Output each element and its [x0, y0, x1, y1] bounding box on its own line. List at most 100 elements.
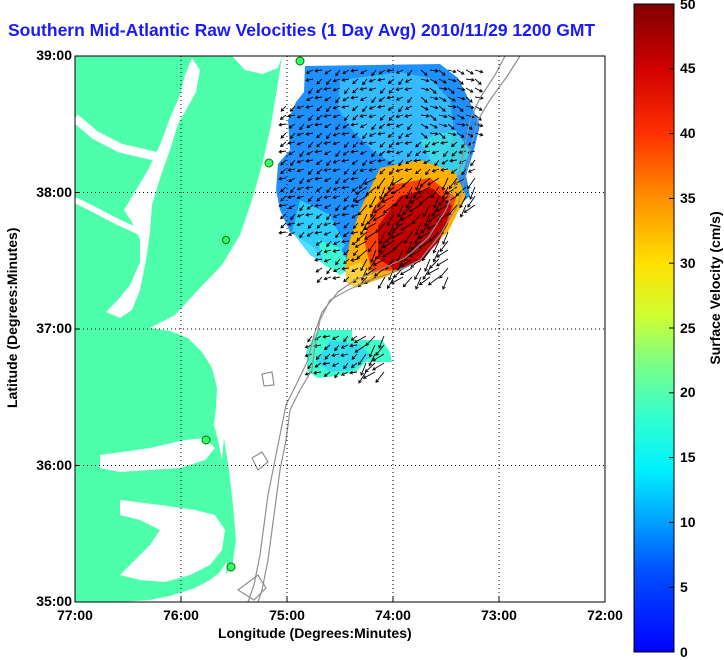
- velocity-arrowhead: [398, 162, 402, 167]
- velocity-vector: [425, 141, 431, 148]
- velocity-vector: [352, 114, 359, 121]
- velocity-arrowhead: [288, 232, 292, 236]
- velocity-arrowhead: [395, 114, 400, 119]
- velocity-vector: [369, 159, 377, 164]
- velocity-vector: [316, 105, 323, 112]
- velocity-vector: [335, 150, 341, 157]
- velocity-arrowhead: [296, 214, 301, 218]
- velocity-arrowhead: [287, 222, 292, 226]
- velocity-arrowhead: [436, 262, 440, 267]
- velocity-vector: [447, 69, 456, 73]
- velocity-vector: [297, 141, 305, 145]
- velocity-vector: [297, 159, 305, 163]
- velocity-vector: [315, 69, 323, 72]
- velocity-arrowhead: [361, 222, 365, 227]
- velocity-arrowhead: [442, 79, 447, 84]
- velocity-vector: [365, 267, 377, 276]
- velocity-vector: [351, 240, 359, 246]
- velocity-arrowhead: [341, 239, 345, 244]
- velocity-vector: [352, 168, 359, 175]
- velocity-arrowhead: [415, 285, 419, 290]
- velocity-arrowhead: [324, 178, 328, 182]
- velocity-vector: [447, 87, 455, 94]
- velocity-vector: [297, 105, 305, 109]
- velocity-arrowhead: [422, 276, 427, 280]
- velocity-vector: [371, 123, 377, 130]
- velocity-arrowhead: [278, 149, 282, 154]
- velocity-vector: [406, 240, 413, 254]
- velocity-arrowhead: [439, 275, 443, 279]
- velocity-vector: [326, 105, 332, 112]
- velocity-arrowhead: [469, 196, 473, 200]
- velocity-vector: [420, 87, 429, 91]
- velocity-arrowhead: [377, 203, 381, 208]
- velocity-vector: [459, 195, 467, 208]
- velocity-vector: [380, 87, 386, 94]
- velocity-vector: [451, 141, 458, 147]
- velocity-vector: [333, 276, 341, 279]
- velocity-vector: [343, 222, 350, 229]
- velocity-vector: [377, 177, 386, 189]
- velocity-vector: [333, 195, 341, 199]
- velocity-arrowhead: [398, 108, 402, 113]
- velocity-arrowhead: [400, 227, 405, 231]
- velocity-vector: [474, 78, 482, 85]
- velocity-vector: [396, 96, 404, 101]
- velocity-vector: [422, 267, 431, 280]
- velocity-vector: [396, 87, 404, 91]
- velocity-arrowhead: [414, 276, 418, 281]
- velocity-arrowhead: [305, 212, 310, 217]
- velocity-arrowhead: [359, 168, 364, 173]
- velocity-vector: [374, 204, 386, 213]
- velocity-vector: [438, 78, 447, 84]
- velocity-vector: [341, 353, 349, 357]
- velocity-vector: [316, 78, 323, 85]
- velocity-arrowhead: [324, 355, 329, 360]
- velocity-arrowhead: [452, 104, 457, 109]
- velocity-arrowhead: [278, 203, 282, 208]
- velocity-vector: [307, 204, 314, 210]
- velocity-vector: [280, 168, 287, 174]
- velocity-arrowhead: [280, 197, 284, 202]
- velocity-vector: [324, 231, 332, 236]
- velocity-arrowhead: [288, 205, 292, 209]
- velocity-arrowhead: [342, 206, 347, 210]
- velocity-arrowhead: [470, 105, 475, 110]
- velocity-vector: [405, 141, 413, 144]
- velocity-arrowhead: [427, 218, 432, 223]
- velocity-vector: [315, 177, 323, 180]
- velocity-vector: [365, 335, 376, 346]
- velocity-arrowhead: [467, 203, 471, 208]
- velocity-vector: [448, 177, 458, 189]
- velocity-vector: [370, 249, 377, 263]
- velocity-arrowhead: [368, 133, 373, 137]
- velocity-vector: [344, 141, 350, 148]
- velocity-vector: [343, 276, 350, 283]
- xtick-label: 73:00: [481, 607, 517, 623]
- velocity-vector: [405, 186, 413, 199]
- velocity-arrowhead: [372, 366, 376, 371]
- velocity-vector: [326, 159, 332, 166]
- velocity-arrowhead: [418, 235, 422, 240]
- velocity-vector: [387, 276, 395, 289]
- velocity-arrowhead: [405, 133, 409, 137]
- velocity-vector: [379, 123, 386, 129]
- velocity-vector: [316, 132, 323, 139]
- velocity-vector: [401, 222, 413, 231]
- velocity-arrowhead: [332, 276, 337, 280]
- velocity-arrowhead: [343, 198, 348, 202]
- velocity-arrowhead: [450, 170, 455, 174]
- velocity-vector: [334, 371, 340, 378]
- velocity-vector: [445, 195, 458, 203]
- velocity-arrowhead: [397, 214, 401, 218]
- velocity-arrowhead: [358, 379, 362, 384]
- velocity-vector: [307, 231, 314, 237]
- velocity-vector: [397, 204, 404, 218]
- velocity-arrowhead: [313, 370, 318, 375]
- velocity-vector: [333, 240, 341, 245]
- velocity-vector: [343, 335, 349, 342]
- velocity-arrowhead: [460, 71, 465, 75]
- velocity-arrowhead: [388, 144, 393, 148]
- outer-banks: [221, 438, 236, 574]
